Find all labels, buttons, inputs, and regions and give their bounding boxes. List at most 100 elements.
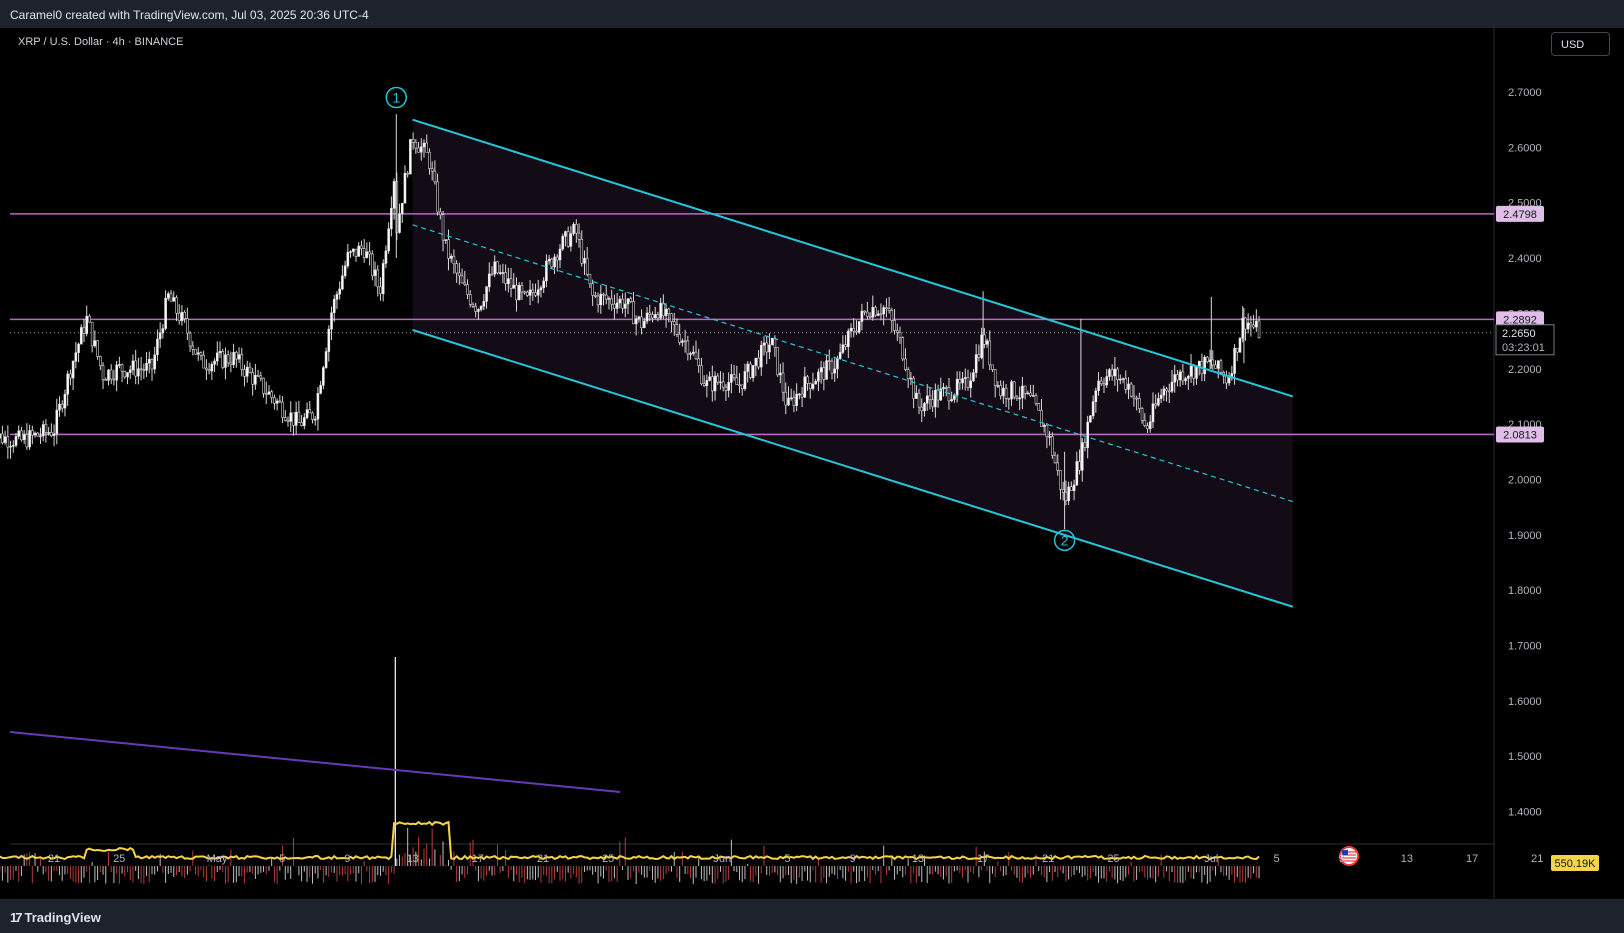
candle-body xyxy=(36,432,40,437)
candle-body xyxy=(1042,424,1046,427)
time-tick-label: 21 xyxy=(1531,853,1543,865)
candle-body xyxy=(1004,387,1008,399)
candle-body xyxy=(863,310,866,313)
candle-body xyxy=(343,265,347,277)
price-tick-label: 1.4000 xyxy=(1508,807,1542,819)
candle-body xyxy=(327,328,331,352)
candle-body xyxy=(515,284,518,301)
candle-body xyxy=(115,364,118,381)
candle-body xyxy=(251,372,254,385)
candle-body xyxy=(1056,462,1060,471)
candle-body xyxy=(1170,381,1174,392)
time-tick-label: 5 xyxy=(1273,853,1279,865)
candle-body xyxy=(591,283,594,296)
candle-body xyxy=(509,278,513,289)
candle-body xyxy=(849,327,853,332)
candle-body xyxy=(798,393,801,396)
candle-body xyxy=(90,321,94,347)
candle-body xyxy=(330,312,333,330)
candle-body xyxy=(341,275,344,290)
candle-body xyxy=(55,409,59,435)
price-tick-label: 1.9000 xyxy=(1508,530,1542,542)
candle-body xyxy=(406,172,409,175)
candle-body xyxy=(781,372,785,393)
candle-body xyxy=(730,374,733,383)
candle-body xyxy=(607,298,611,300)
tradingview-logo[interactable]: 17 TradingView xyxy=(10,910,101,925)
candle-body xyxy=(664,308,668,317)
candle-body xyxy=(20,430,23,441)
candle-body xyxy=(1167,390,1171,393)
candle-body xyxy=(1080,442,1084,471)
candle-body xyxy=(1045,424,1049,438)
candle-body xyxy=(961,378,964,384)
candle-body xyxy=(980,334,983,358)
attribution-bar: Caramel0 created with TradingView.com, J… xyxy=(0,0,1624,28)
candle-body xyxy=(1187,375,1190,379)
wave-marker-circle xyxy=(1053,529,1076,552)
candle-body xyxy=(1094,390,1098,402)
candle-body xyxy=(237,354,241,360)
candle-body xyxy=(955,378,959,396)
candle-body xyxy=(213,360,216,365)
candle-body xyxy=(915,392,918,399)
candle-body xyxy=(803,376,807,398)
time-tick-label: Jun xyxy=(713,853,731,865)
candle-body xyxy=(779,372,782,376)
candle-body xyxy=(39,435,42,438)
candle-body xyxy=(1029,392,1032,397)
wave-marker-label: 2 xyxy=(1061,532,1069,548)
candle-body xyxy=(958,378,962,384)
candle-body xyxy=(683,340,687,343)
candle-body xyxy=(1165,388,1168,392)
candle-body xyxy=(270,391,273,398)
candle-body xyxy=(1146,425,1149,429)
currency-button[interactable]: USD xyxy=(1551,32,1610,56)
candle-body xyxy=(640,316,643,329)
candle-body xyxy=(1173,374,1177,383)
candle-body xyxy=(740,384,744,389)
candle-body xyxy=(588,273,592,285)
candle-body xyxy=(534,292,537,296)
candle-body xyxy=(985,340,989,345)
candle-body xyxy=(485,286,488,302)
candle-body xyxy=(1021,385,1024,399)
candle-body xyxy=(719,381,722,384)
candle-body xyxy=(1235,347,1239,353)
candle-body xyxy=(300,422,303,426)
candle-body xyxy=(882,307,885,315)
candle-body xyxy=(1244,317,1247,330)
candle-body xyxy=(458,272,461,277)
candle-body xyxy=(436,181,439,213)
tradingview-brand: TradingView xyxy=(24,910,101,925)
candle-body xyxy=(1075,461,1079,486)
channel-middle-line xyxy=(412,224,1293,503)
candle-body xyxy=(131,360,135,371)
candle-body xyxy=(118,364,121,366)
chart-area[interactable] xyxy=(10,28,1614,899)
candle-body xyxy=(1083,442,1087,448)
candle-body xyxy=(52,433,56,436)
time-tick-label: 25 xyxy=(1107,853,1119,865)
candle-body xyxy=(501,272,505,274)
candle-body xyxy=(215,352,219,362)
candle-body xyxy=(441,214,445,241)
candle-body xyxy=(85,315,89,334)
candle-body xyxy=(1026,392,1030,395)
candle-body xyxy=(789,397,793,400)
candle-body xyxy=(11,445,15,447)
candle-body xyxy=(759,344,763,368)
candle-body xyxy=(180,312,184,322)
candle-body xyxy=(942,387,945,390)
candle-body xyxy=(1257,320,1261,339)
candle-body xyxy=(381,263,385,295)
candle-body xyxy=(3,436,7,443)
candle-body xyxy=(229,362,233,365)
time-tick-label: Jul xyxy=(1204,853,1218,865)
candle-body xyxy=(17,430,21,437)
candle-body xyxy=(738,384,741,386)
candle-body xyxy=(1178,371,1182,381)
candle-body xyxy=(142,369,146,371)
candle-body xyxy=(47,432,50,434)
